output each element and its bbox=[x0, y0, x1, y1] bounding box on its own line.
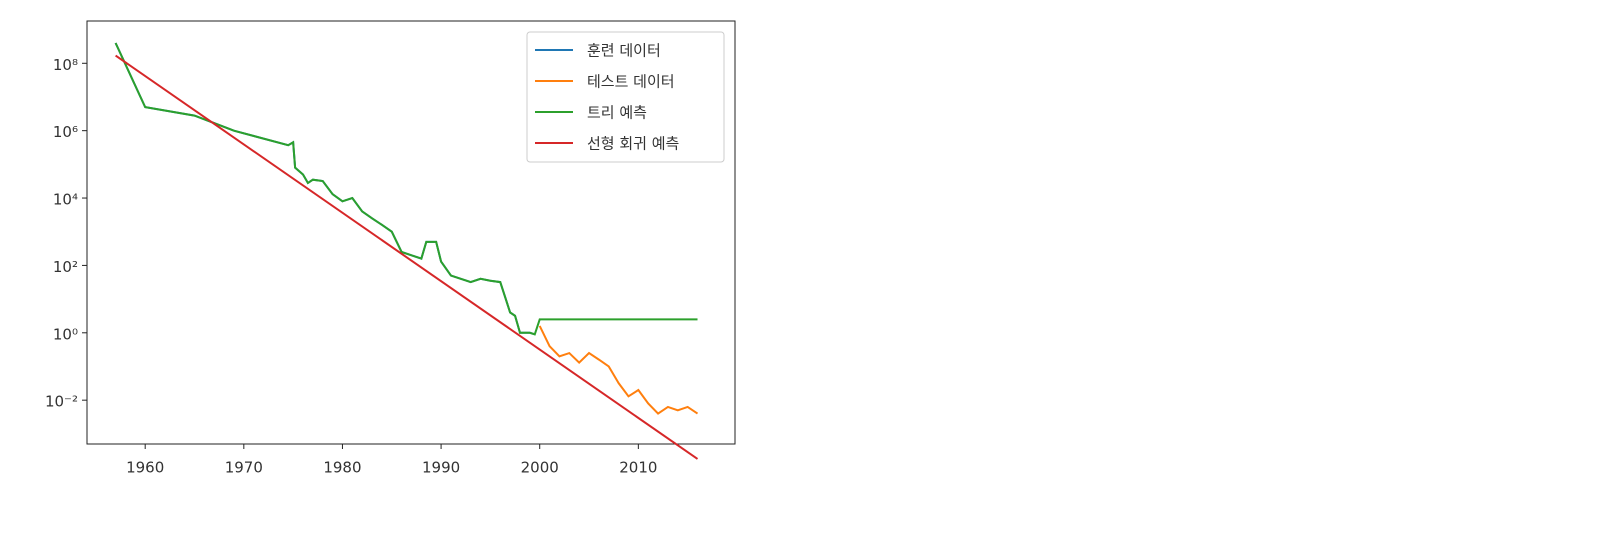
legend-box bbox=[526, 31, 725, 163]
x-tick-label: 1980 bbox=[323, 459, 361, 477]
y-tick-label: 10⁶ bbox=[53, 123, 78, 141]
series-line bbox=[538, 325, 699, 415]
y-tick-label: 10⁸ bbox=[53, 56, 78, 74]
x-tick-label: 1990 bbox=[422, 459, 460, 477]
x-tick-label: 2010 bbox=[619, 459, 657, 477]
plot-frame bbox=[86, 20, 736, 445]
x-tick-label: 1960 bbox=[126, 459, 164, 477]
y-tick-label: 10⁰ bbox=[53, 325, 78, 343]
legend-label: 트리 예측 bbox=[587, 104, 647, 122]
legend-label: 선형 회귀 예측 bbox=[587, 135, 679, 153]
legend-label: 테스트 데이터 bbox=[587, 73, 675, 91]
y-tick-label: 10² bbox=[53, 258, 78, 276]
x-tick-label: 1970 bbox=[225, 459, 263, 477]
x-tick-label: 2000 bbox=[521, 459, 559, 477]
series-line bbox=[114, 42, 536, 336]
series-line bbox=[115, 54, 699, 460]
y-tick-label: 10⁴ bbox=[53, 191, 78, 209]
series-line bbox=[114, 42, 698, 336]
legend-label: 훈련 데이터 bbox=[587, 42, 661, 60]
y-tick-label: 10⁻² bbox=[45, 393, 78, 411]
